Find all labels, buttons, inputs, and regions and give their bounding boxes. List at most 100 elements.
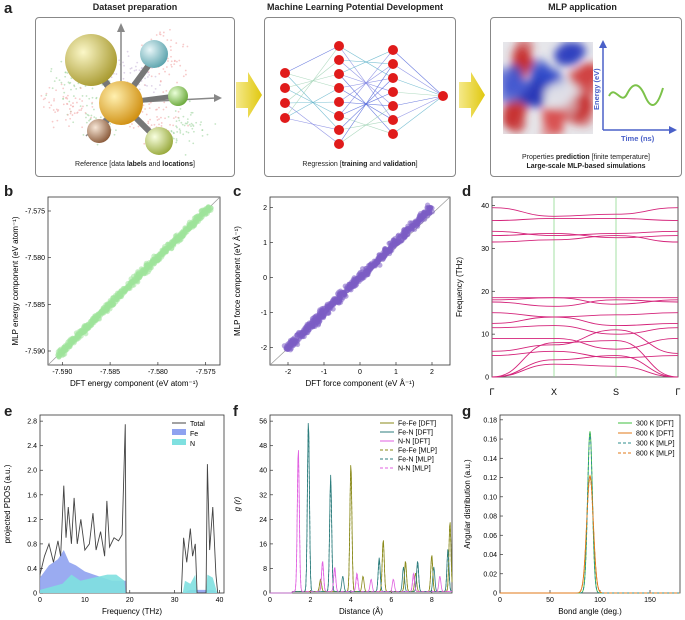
cloud-dot [190,122,193,125]
data-point [198,215,204,221]
cloud-dot [72,102,74,104]
cloud-dot [159,31,161,34]
cloud-dot [50,67,53,70]
phonon-band [491,355,679,378]
cloud-dot [159,84,161,86]
cloud-dot [48,86,51,89]
data-point [153,257,159,263]
cloud-dot [81,100,84,102]
cloud-dot [86,113,89,116]
y-tick-label: 0 [33,591,37,598]
data-point [312,314,319,321]
legend-label: Fe-Fe [DFT] [398,421,436,428]
cloud-dot [85,116,87,119]
cloud-dot [99,116,102,119]
nn-connection [284,102,340,145]
nn-connection [392,91,444,97]
cloud-dot [185,73,187,76]
cloud-dot [67,113,69,116]
cloud-dot [150,124,153,127]
data-point [163,249,170,255]
cloud-dot [66,72,69,74]
cloud-dot [112,72,115,75]
data-point [141,271,147,277]
cloud-dot [166,57,169,60]
cloud-dot [145,113,148,116]
phonon-band [491,363,679,378]
cloud-dot [175,125,178,128]
cloud-dot [167,60,169,62]
cloud-dot [140,67,143,70]
cloud-dot [172,117,175,120]
cloud-dot [188,140,191,142]
y-tick-label: 0.06 [483,533,497,540]
cloud-dot [148,103,151,105]
cloud-dot [73,112,76,115]
cloud-dot [64,75,67,78]
cloud-dot [146,71,149,74]
legend-label: N-N [DFT] [398,439,430,446]
phonon-band [491,312,679,318]
plot-frame [491,196,679,378]
data-point [287,337,294,344]
cloud-dot [184,122,187,125]
chart-d-phonon-bands: 0 10 20 30 40 Frequency (THz) Γ X S Γ [456,196,681,397]
nn-neuron [334,41,344,51]
map-blob [508,77,528,97]
nn-neuron [280,68,290,78]
chart-g-angular: 0 50 100 150 0 0.02 0.04 0.06 0.08 0.10 0.12 0.14 0.… [463,414,681,616]
nn-connection [284,73,340,89]
cloud-dot [170,39,173,42]
neural-network-diagram [280,41,448,149]
y-tick-label: 0 [485,375,489,382]
nn-neuron [334,83,344,93]
data-point [104,305,110,312]
y-tick-label: 56 [259,419,267,426]
cloud-dot [95,117,97,120]
cloud-dot [169,28,171,31]
cloud-dot [90,114,93,117]
panel-label-a: a [4,0,13,17]
cloud-dot [58,79,61,81]
cloud-dot [190,111,193,114]
data-point [348,287,354,293]
data-point [133,275,139,281]
data-point [299,333,305,339]
cloud-dot [63,91,66,94]
nn-connection [392,49,444,97]
nn-neuron [388,115,398,125]
cloud-dot [56,119,59,122]
cloud-dot [93,116,96,119]
y-tick-label: 0.04 [483,552,497,559]
nn-connection [338,105,394,145]
atom-teal [140,40,168,68]
cloud-dot [74,97,77,100]
cloud-dot [80,107,83,110]
cloud-dot [60,60,63,63]
data-point [117,290,123,296]
data-point [402,234,408,240]
cloud-dot [113,133,116,136]
phonon-band [491,207,679,217]
cloud-dot [175,60,178,63]
legend-swatch-n [172,439,186,445]
simulation-illustration: Energy (eV) Time (ns) [503,40,677,143]
cloud-dot [148,74,151,76]
cloud-dot [110,76,113,79]
cloud-dot [44,97,46,100]
cloud-dot [76,111,79,114]
n-pdos-area [40,574,218,593]
panel-label-c: c [233,183,242,200]
map-blob [540,112,556,127]
cloud-dot [170,60,173,63]
cloud-dot [174,110,177,112]
x-tick-label: -2 [285,369,291,376]
data-point [169,241,176,248]
cloud-dot [179,130,182,132]
data-point [95,311,101,317]
cloud-dot [91,96,94,99]
cloud-dot [88,97,91,100]
cloud-dot [91,101,94,104]
nn-connection [284,87,340,119]
energy-axis-label: Energy (eV) [592,68,601,110]
